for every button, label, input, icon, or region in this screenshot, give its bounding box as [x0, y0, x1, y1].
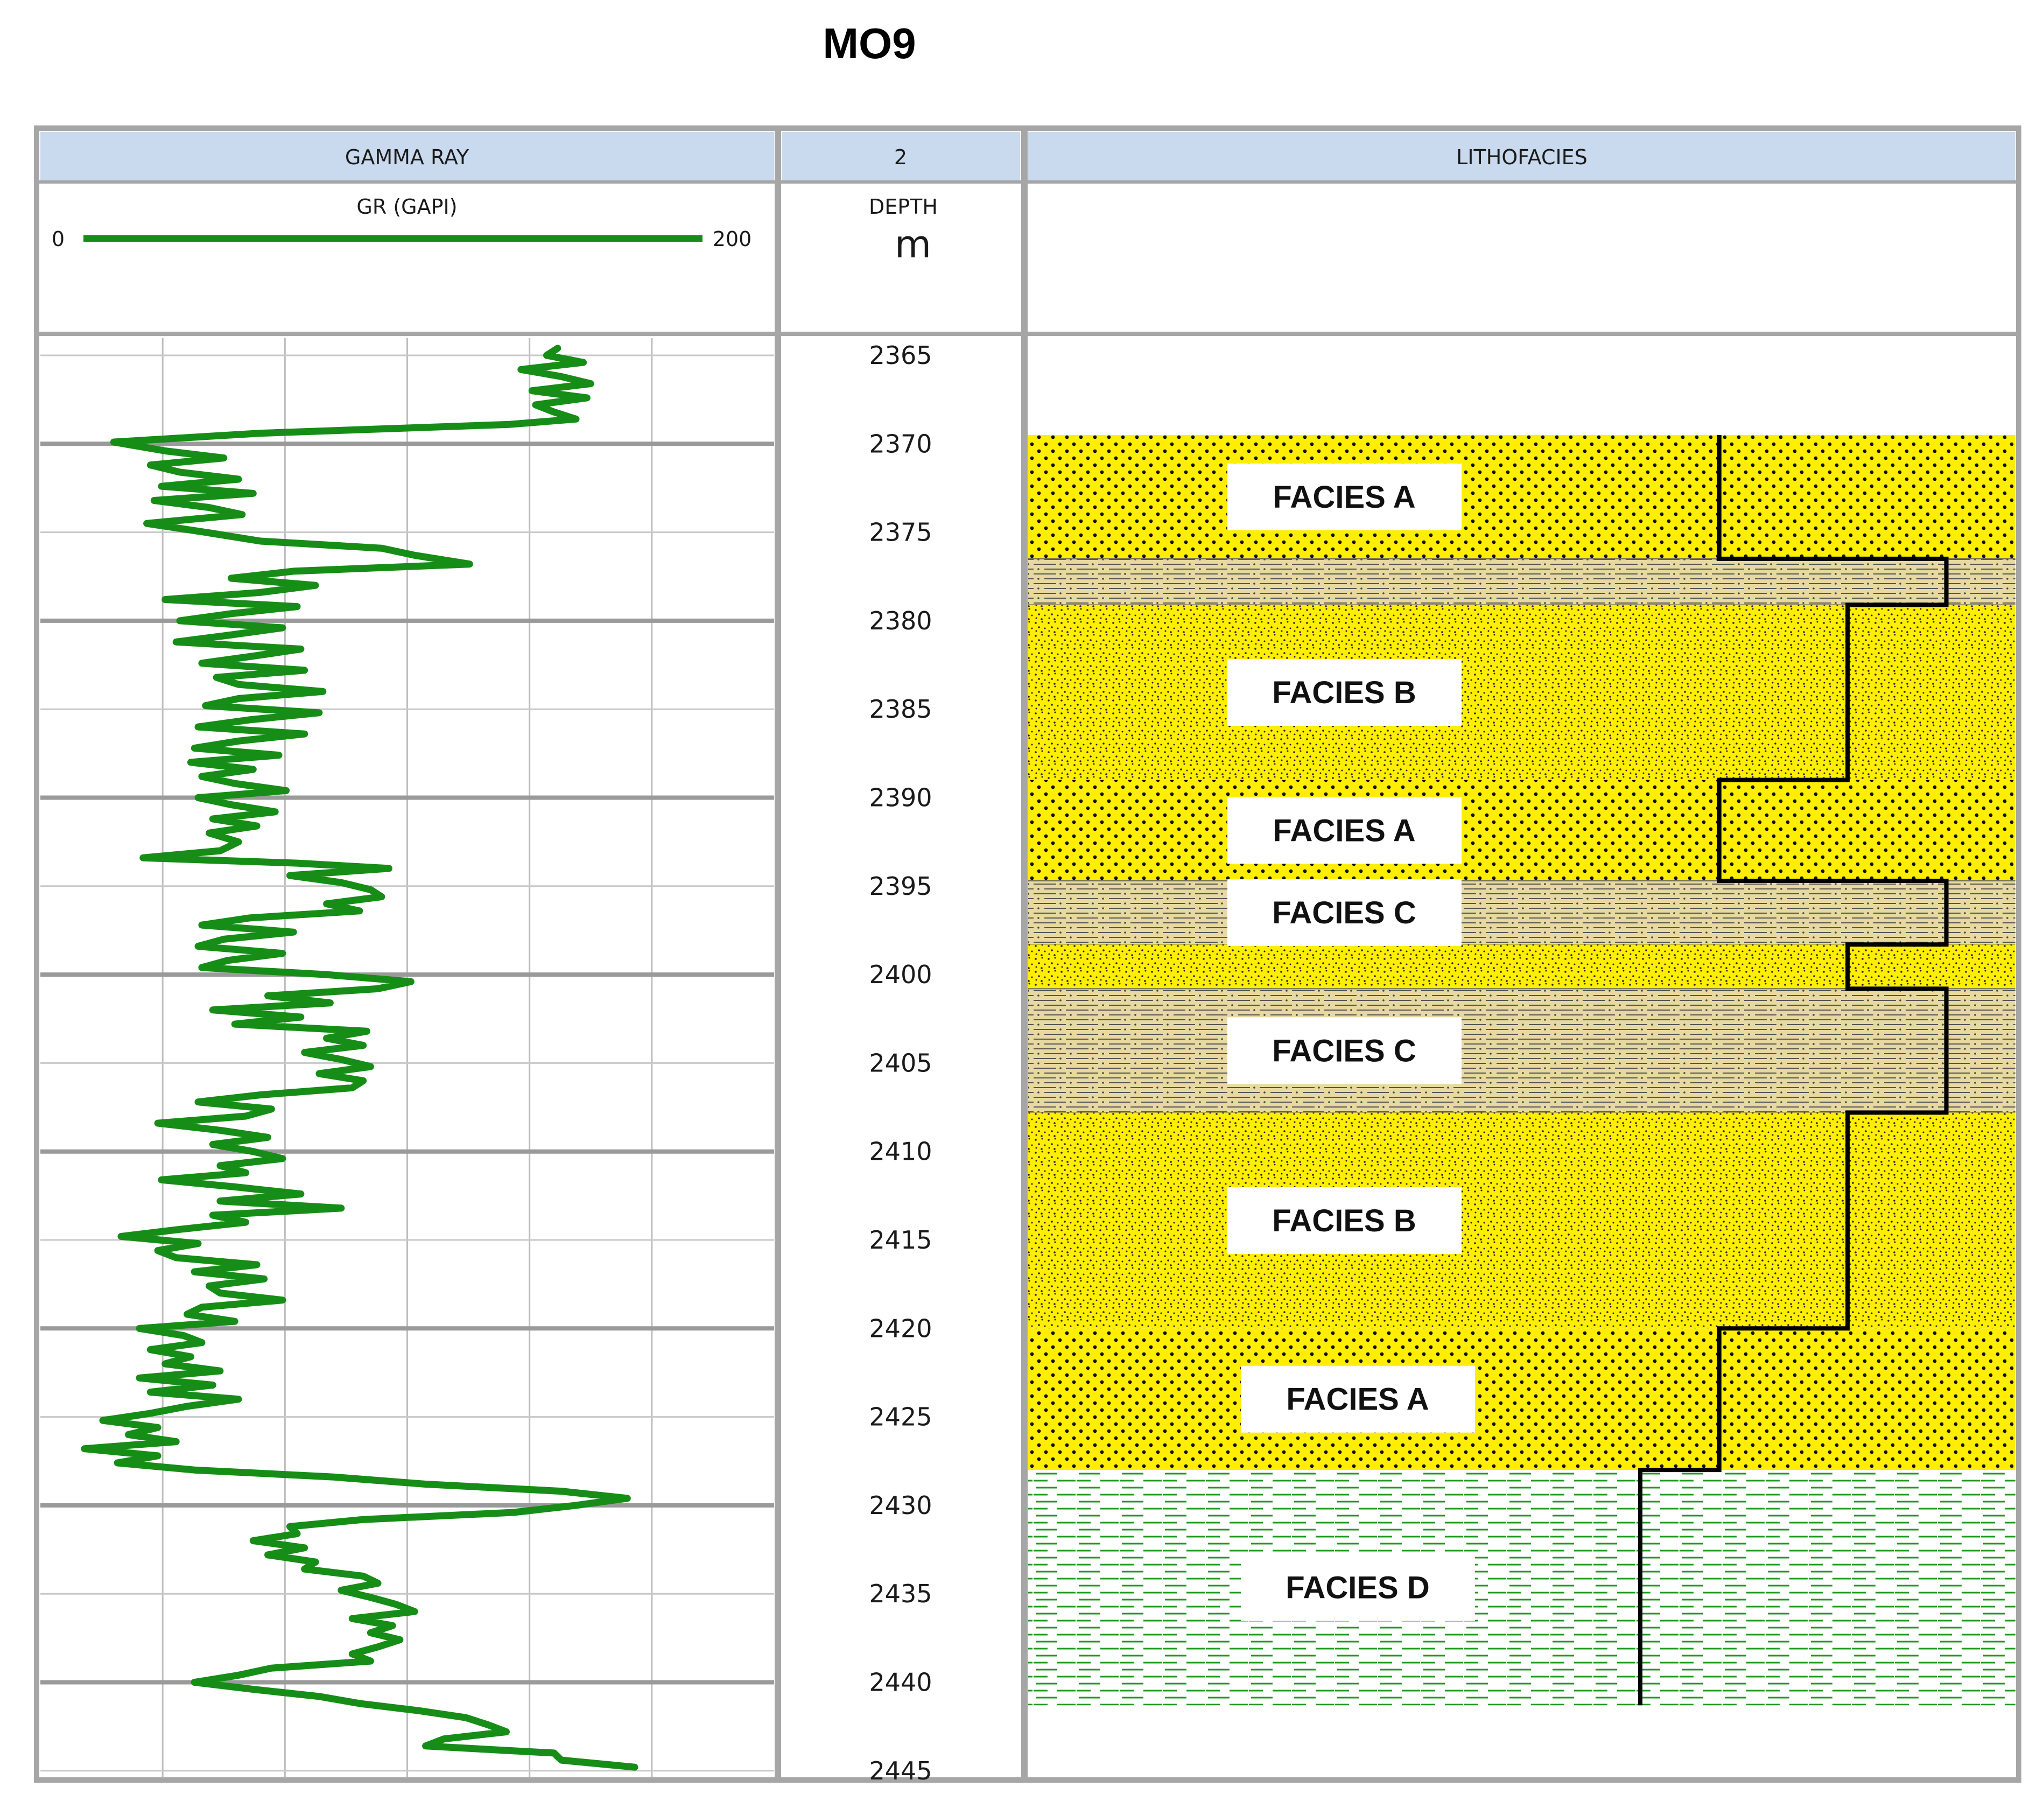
facies-label-box [1241, 1365, 1475, 1433]
depth-tick-label: 2440 [869, 1668, 932, 1697]
lithofacies-layer-sand-dotted [1028, 435, 2015, 559]
depth-tick-label: 2425 [869, 1403, 932, 1432]
depth-tick-label: 2375 [869, 518, 932, 547]
facies-label-text: FACIES C [1272, 895, 1416, 930]
facies-label-box [1227, 463, 1462, 530]
facies-label-text: FACIES A [1286, 1382, 1429, 1417]
facies-label-text: FACIES D [1286, 1571, 1430, 1606]
depth-unit: m [895, 222, 931, 267]
depth-tick-label: 2430 [869, 1491, 932, 1520]
facies-label-box [1227, 1017, 1462, 1084]
facies-label: FACIES B [1227, 1187, 1462, 1254]
gr-curve [81, 345, 638, 1771]
facies-label: FACIES B [1227, 658, 1462, 726]
facies-label-text: FACIES B [1272, 675, 1416, 710]
gamma-ray-header-bg [40, 132, 774, 181]
lithofacies-layer-sand-fine [1028, 605, 2015, 780]
lithofacies-layer-sand-fine [1028, 944, 2015, 989]
depth-header-bg [782, 132, 1020, 181]
depth-tick-label: 2405 [869, 1048, 932, 1077]
facies-label-box [1241, 1554, 1475, 1621]
depth-tick-labels: 2365 2370 2375 2380 2385 2390 2395 2400 2405 2410… [869, 341, 932, 1785]
facies-label-box [1227, 879, 1462, 947]
depth-tick-label: 2410 [869, 1137, 932, 1166]
depth-tick-label: 2435 [869, 1579, 932, 1608]
depth-label: DEPTH [869, 195, 938, 219]
lithofacies-column [1028, 435, 2015, 1706]
facies-label: FACIES D [1241, 1554, 1475, 1621]
lithofacies-layer-shaly-sand [1028, 989, 2015, 1113]
lithofacies-layer-sand-dotted [1028, 1328, 2015, 1470]
scale-max-label: 200 [713, 227, 752, 251]
depth-tick-label: 2390 [869, 783, 932, 812]
lithofacies-header: LITHOFACIES [1456, 145, 1588, 169]
lithofacies-layer-mudstone [1028, 1470, 2015, 1706]
depth-tick-label: 2415 [869, 1225, 932, 1255]
facies-label-text: FACIES B [1272, 1203, 1416, 1238]
facies-label-text: FACIES C [1272, 1033, 1416, 1068]
lithofacies-profile-line [1638, 435, 1949, 1706]
facies-label-text: FACIES A [1273, 480, 1415, 515]
lithofacies-labels: FACIES A FACIES B FACIES A FACIES C FACIES C… [1227, 463, 1475, 1621]
well-title: MO9 [823, 19, 916, 67]
depth-tick-label: 2445 [869, 1756, 932, 1785]
gamma-ray-header: GAMMA RAY [345, 145, 469, 169]
facies-label-box [1227, 797, 1462, 864]
lithofacies-layer-shaly-sand [1028, 558, 2015, 605]
depth-tick-label: 2395 [869, 872, 932, 901]
lithofacies-header-bg [1028, 132, 2015, 181]
lithofacies-layer-sand-dotted [1028, 780, 2015, 881]
facies-label: FACIES A [1241, 1365, 1475, 1433]
facies-label-text: FACIES A [1273, 813, 1415, 848]
depth-tick-label: 2420 [869, 1314, 932, 1343]
curve-name-label: GR (GAPI) [356, 195, 457, 219]
facies-label-box [1227, 1187, 1462, 1254]
depth-track-header: 2 [894, 145, 907, 169]
depth-tick-label: 2400 [869, 960, 932, 989]
depth-tick-label: 2370 [869, 429, 932, 458]
depth-tick-label: 2385 [869, 695, 932, 724]
depth-tick-label: 2380 [869, 606, 932, 635]
lithofacies-layer-shaly-sand [1028, 880, 2015, 945]
depth-tick-label: 2365 [869, 341, 932, 370]
scale-min-label: 0 [52, 227, 65, 251]
gr-grid [40, 338, 774, 1777]
facies-label: FACIES C [1227, 1017, 1462, 1084]
facies-label: FACIES A [1227, 463, 1462, 530]
facies-label-box [1227, 658, 1462, 726]
facies-label: FACIES A [1227, 797, 1462, 864]
facies-label: FACIES C [1227, 879, 1462, 947]
lithofacies-layer-sand-fine [1028, 1112, 2015, 1329]
